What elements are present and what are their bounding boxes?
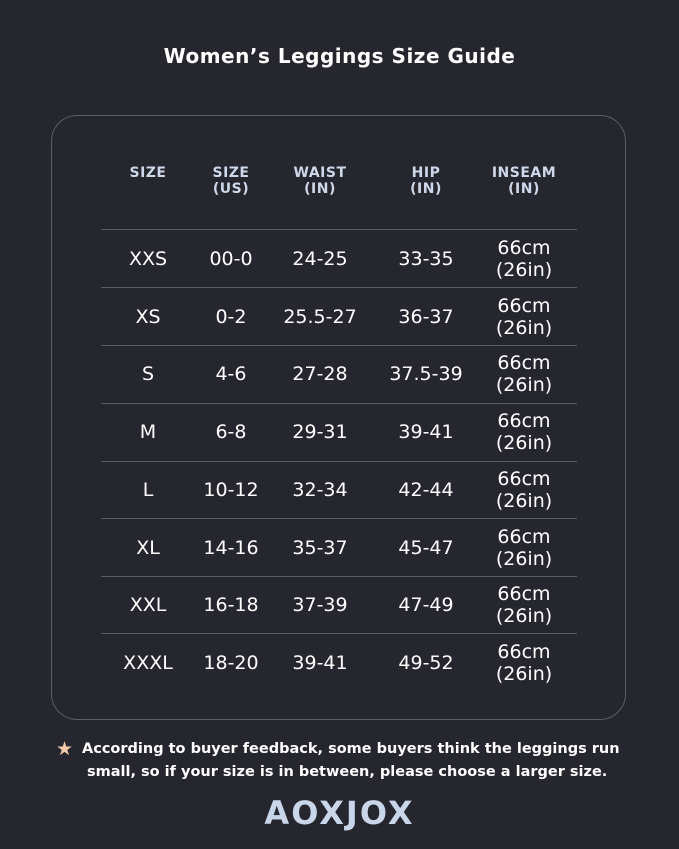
row-divider	[101, 518, 577, 519]
table-cell: 39-41	[292, 651, 348, 674]
table-cell: 24-25	[292, 248, 348, 270]
table-cell: 42-44	[398, 478, 454, 501]
table-cell: 14-16	[203, 536, 259, 559]
table-cell: 37-39	[292, 594, 348, 617]
table-cell: 0-2	[215, 305, 247, 328]
table-cell: 47-49	[398, 594, 454, 617]
table-cell: 16-18	[203, 594, 259, 617]
table-cell: XXS	[128, 248, 168, 270]
table-cell: 6-8	[215, 421, 247, 444]
table-cell: 37.5-39	[389, 363, 463, 386]
table-cell: 45-47	[398, 536, 454, 559]
table-cell: S	[141, 363, 155, 386]
row-divider	[101, 403, 577, 404]
table-cell: M	[139, 421, 157, 444]
table-cell: 49-52	[398, 651, 454, 674]
column-header: HIP (IN)	[371, 165, 481, 197]
table-cell: 66cm (26in)	[495, 525, 553, 570]
row-divider	[101, 633, 577, 634]
table-cell: 29-31	[292, 421, 348, 444]
column-header: WAIST (IN)	[265, 165, 375, 197]
table-cell: 66cm (26in)	[495, 583, 553, 628]
table-cell: 39-41	[398, 421, 454, 444]
table-cell: 00-0	[209, 248, 253, 270]
table-cell: XS	[135, 305, 161, 328]
row-divider	[101, 229, 577, 230]
table-cell: 4-6	[215, 363, 247, 386]
row-divider	[101, 576, 577, 577]
column-header-text: (IN)	[508, 181, 540, 197]
table-cell: 32-34	[292, 478, 348, 501]
column-header: INSEAM (IN)	[469, 165, 579, 197]
page-title: Women’s Leggings Size Guide	[163, 44, 516, 68]
column-header-text: WAIST	[293, 165, 347, 181]
column-header-text: INSEAM	[491, 165, 557, 181]
table-cell: 27-28	[292, 363, 348, 386]
column-header-text: (IN)	[304, 181, 336, 197]
table-cell: L	[142, 478, 154, 501]
column-header-text: SIZE	[212, 165, 250, 181]
table-cell: 18-20	[203, 651, 259, 674]
column-header: SIZE (US)	[176, 165, 286, 197]
table-cell: 33-35	[398, 248, 454, 270]
table-cell: XXXL	[123, 651, 173, 674]
table-cell: 66cm (26in)	[495, 467, 553, 512]
row-divider	[101, 287, 577, 288]
column-header: SIZE	[93, 165, 203, 181]
size-table-card	[51, 115, 626, 720]
table-cell: XXL	[129, 594, 167, 617]
brand-logo: AOXJOX	[264, 794, 415, 832]
table-cell: 66cm (26in)	[495, 237, 553, 281]
fit-note-line-1: According to buyer feedback, some buyers…	[82, 741, 620, 757]
row-divider	[101, 345, 577, 346]
table-cell: 25.5-27	[283, 305, 357, 328]
column-header-text: (US)	[212, 181, 250, 197]
table-cell: 10-12	[203, 478, 259, 501]
column-header-text: (IN)	[410, 181, 442, 197]
table-cell: 66cm (26in)	[495, 352, 553, 397]
table-cell: 66cm (26in)	[495, 294, 553, 339]
table-cell: 66cm (26in)	[495, 410, 553, 455]
table-cell: XL	[136, 536, 160, 559]
table-cell: 36-37	[398, 305, 454, 328]
column-header-text: SIZE	[129, 165, 167, 181]
table-cell: 66cm (26in)	[495, 640, 553, 685]
column-header-text: HIP	[411, 165, 441, 181]
star-icon: ★	[56, 738, 74, 760]
table-cell: 35-37	[292, 536, 348, 559]
fit-note-line-2: small, so if your size is in between, pl…	[87, 764, 608, 780]
fit-note: According to buyer feedback, some buyers…	[82, 738, 642, 784]
row-divider	[101, 461, 577, 462]
